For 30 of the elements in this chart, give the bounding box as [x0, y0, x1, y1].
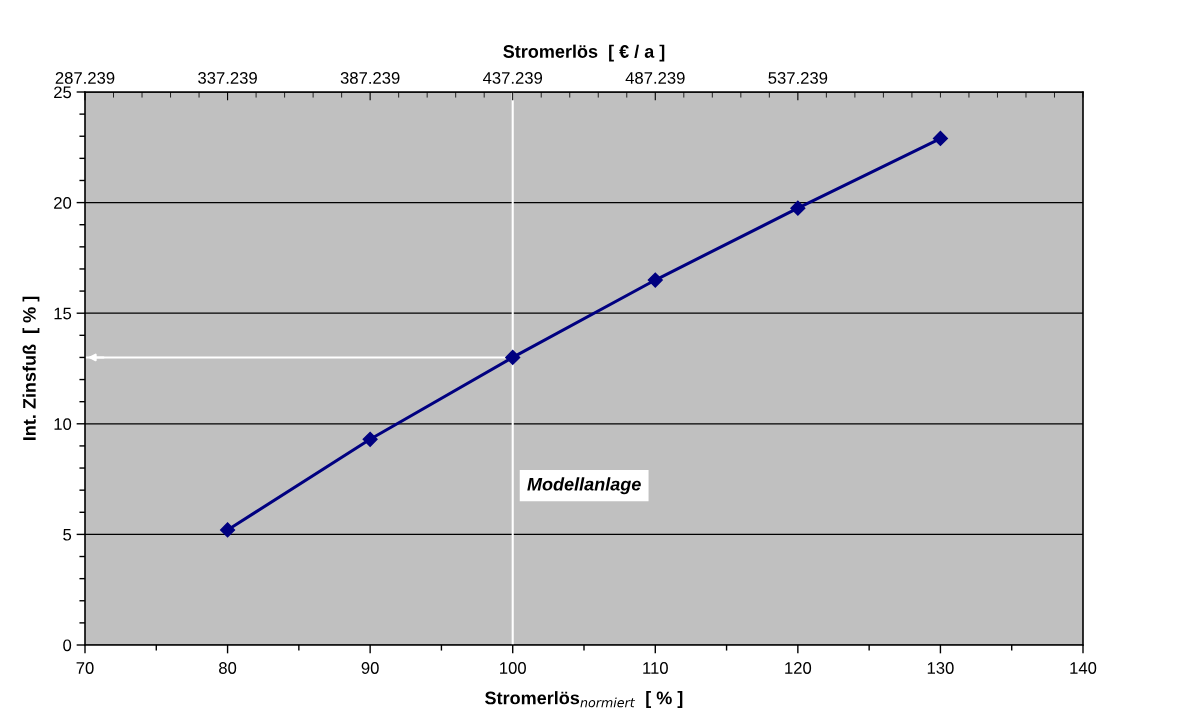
- x-tick-label: 120: [785, 662, 812, 674]
- x-tick-label: 110: [643, 662, 668, 674]
- x-tick-label: 100: [500, 662, 526, 674]
- y-axis-title: Int. Zinsfuß [ % ]: [22, 296, 40, 440]
- point: [647, 272, 663, 288]
- y-tick-label: 15: [54, 307, 72, 320]
- point: [932, 130, 948, 147]
- x-tick-label: 70: [76, 662, 94, 674]
- point: [505, 349, 521, 366]
- x-tick-label: 80: [219, 662, 237, 674]
- y-tick-label: 10: [54, 418, 72, 430]
- y-tick-label: 0: [63, 639, 72, 652]
- x-tick-label: 130: [927, 662, 954, 674]
- x2-tick-label: 287.239: [55, 72, 115, 84]
- point: [790, 200, 806, 216]
- ref-line-label: Modellanlage: [527, 477, 641, 495]
- x2-axis-title: Stromerlös [ € / a ]: [503, 44, 665, 62]
- y-tick-label: 20: [54, 197, 72, 209]
- point: [220, 522, 236, 538]
- x2-tick-label: 487.239: [625, 72, 685, 84]
- y-tick-label: 5: [63, 528, 72, 541]
- y-tick-label: 25: [54, 86, 72, 99]
- x-tick-label: 140: [1070, 662, 1097, 674]
- x-axis-title: Stromerlös$_{normiert}$ [ % ]: [485, 691, 683, 708]
- x2-tick-label: 387.239: [340, 72, 400, 84]
- x2-tick-label: 437.239: [482, 72, 543, 84]
- x2-tick-label: 537.239: [768, 72, 828, 84]
- point: [362, 431, 378, 447]
- x2-tick-label: 337.239: [198, 72, 257, 84]
- x-tick-label: 90: [361, 662, 379, 674]
